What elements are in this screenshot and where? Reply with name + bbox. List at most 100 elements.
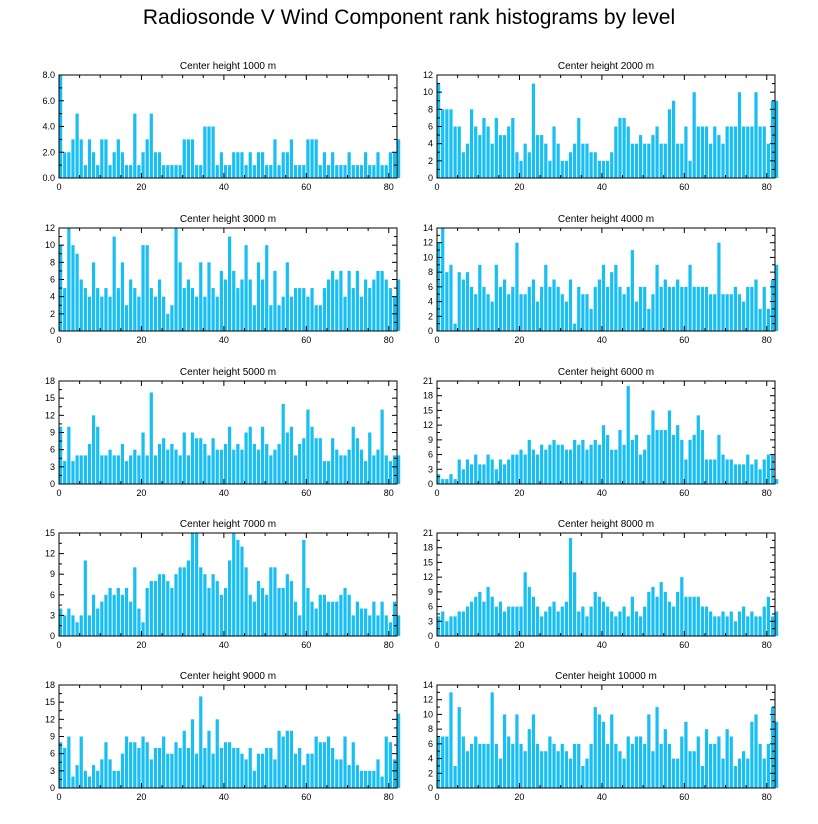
bar [335, 279, 339, 331]
bar [302, 438, 306, 484]
bar [676, 143, 680, 178]
bar [626, 736, 630, 788]
bar [219, 152, 223, 178]
bar [552, 601, 556, 636]
y-tick-label: 4.0 [42, 122, 55, 132]
bar [203, 126, 207, 178]
bar [540, 135, 544, 178]
x-tick-label: 60 [679, 792, 689, 802]
bar [700, 765, 705, 788]
bar [306, 296, 310, 331]
bar [376, 759, 380, 788]
bar [322, 152, 327, 178]
bar [355, 601, 360, 636]
y-tick-label: 0 [428, 783, 433, 793]
bar [486, 294, 490, 331]
bar [465, 143, 470, 178]
bar [573, 743, 577, 788]
bar [671, 100, 676, 178]
bar [696, 286, 700, 331]
y-tick-label: 9 [428, 587, 433, 597]
bar [449, 616, 453, 636]
bar [306, 753, 310, 788]
bar [737, 611, 742, 636]
x-tick-label: 80 [762, 488, 772, 498]
bar [149, 288, 153, 331]
bar [223, 279, 228, 331]
bar [252, 305, 256, 331]
bar [445, 736, 449, 788]
bar [704, 729, 709, 788]
bar [392, 759, 397, 788]
bar [190, 432, 195, 484]
bar [199, 262, 203, 331]
bar [766, 143, 770, 178]
bar [478, 743, 482, 788]
bar [289, 139, 294, 178]
y-tick-label: 2 [428, 768, 433, 778]
bar [498, 286, 503, 331]
bar [552, 279, 556, 331]
bar [622, 444, 626, 484]
bar [112, 455, 116, 484]
bar [392, 601, 397, 636]
bar [380, 409, 384, 484]
bar [742, 126, 746, 178]
bar [67, 228, 71, 331]
y-tick-label: 12 [45, 549, 55, 559]
bar [671, 758, 676, 788]
bar [318, 165, 322, 178]
bar [717, 616, 721, 636]
bar [614, 616, 618, 636]
bar [597, 279, 601, 331]
bar [437, 83, 441, 178]
bar [445, 272, 449, 331]
bar [725, 459, 729, 484]
y-tick-label: 2.0 [42, 147, 55, 157]
bar [519, 449, 523, 484]
bar [511, 117, 515, 178]
bar [560, 444, 564, 484]
bar [441, 228, 445, 331]
bar [688, 160, 692, 178]
bar [762, 459, 766, 484]
bar [758, 308, 762, 331]
bar [535, 606, 540, 636]
bar [359, 608, 364, 636]
bar [298, 165, 302, 178]
bar [494, 743, 498, 788]
bar [310, 753, 314, 788]
y-tick-label: 21 [423, 376, 433, 386]
bar [306, 139, 310, 178]
bar [742, 751, 746, 788]
y-tick-label: 12 [423, 238, 433, 248]
bar [281, 587, 285, 636]
bar [651, 410, 655, 484]
bar [384, 279, 388, 331]
bar [502, 714, 507, 788]
bar [709, 143, 713, 178]
bar [622, 606, 626, 636]
bar [289, 426, 294, 484]
bar [380, 270, 384, 331]
bar [601, 601, 606, 636]
bar [182, 288, 186, 331]
x-tick-label: 60 [301, 640, 311, 650]
bar [232, 747, 236, 788]
x-tick-label: 20 [136, 488, 146, 498]
bar [651, 586, 655, 636]
bar [770, 707, 775, 788]
bar [490, 692, 494, 788]
bar [219, 594, 223, 636]
bar [355, 765, 360, 788]
bar [124, 165, 129, 178]
bar [260, 753, 265, 788]
bar [318, 594, 322, 636]
bar [240, 546, 244, 636]
bar [700, 126, 705, 178]
bar [490, 596, 494, 636]
bar [153, 152, 158, 178]
bar [368, 165, 372, 178]
x-tick-label: 40 [219, 792, 229, 802]
bar [441, 479, 445, 484]
